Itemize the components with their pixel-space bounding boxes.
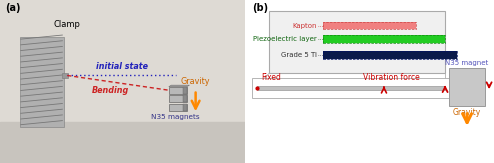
Text: N35 magnet: N35 magnet — [446, 60, 489, 66]
Text: N35 magnets: N35 magnets — [151, 114, 199, 120]
Bar — [257, 86, 445, 90]
Bar — [0, 122, 245, 163]
Bar — [449, 68, 486, 106]
Bar — [183, 95, 187, 102]
Text: Clamp: Clamp — [54, 20, 81, 29]
Bar — [169, 95, 187, 102]
Bar — [62, 73, 69, 78]
Bar — [323, 51, 457, 59]
Bar — [323, 51, 457, 59]
Text: Gravity: Gravity — [453, 108, 481, 117]
Text: Piezoelectric layer: Piezoelectric layer — [253, 36, 317, 42]
Text: Bending: Bending — [91, 86, 128, 95]
Text: Fixed: Fixed — [262, 73, 282, 82]
Bar — [323, 22, 416, 29]
Text: Gravity: Gravity — [181, 77, 210, 86]
Bar — [169, 104, 187, 111]
Text: Vibration force: Vibration force — [363, 73, 420, 82]
Bar — [183, 87, 187, 94]
Polygon shape — [169, 85, 190, 87]
Text: (b): (b) — [252, 3, 268, 13]
Bar — [252, 78, 453, 98]
Text: Grade 5 Ti: Grade 5 Ti — [281, 52, 317, 58]
Bar — [169, 87, 187, 94]
Bar — [269, 11, 445, 73]
Text: Kapton: Kapton — [292, 23, 317, 29]
Text: (a): (a) — [5, 3, 20, 13]
Text: initial state: initial state — [96, 62, 148, 71]
Bar — [323, 35, 445, 43]
Bar — [183, 104, 187, 111]
Bar — [323, 22, 416, 29]
Bar — [323, 35, 445, 43]
Bar — [20, 37, 64, 127]
